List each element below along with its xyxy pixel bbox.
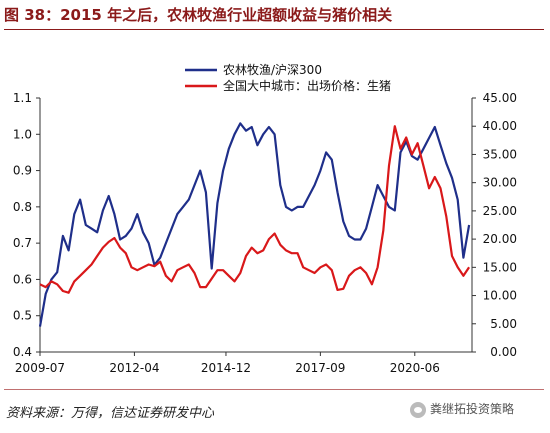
right-tick-label: 35.00 bbox=[483, 147, 517, 161]
right-tick-label: 40.00 bbox=[483, 119, 517, 133]
left-tick-label: 0.8 bbox=[13, 200, 32, 214]
chart: 0.4 0.5 0.6 0.7 0.8 0.9 1.0 1.1 0.00 5.00 10.00 15.… bbox=[13, 63, 517, 375]
right-tick-label: 45.00 bbox=[483, 91, 517, 105]
title-divider bbox=[4, 29, 544, 30]
figure-title: 图 38：2015 年之后，农林牧渔行业超额收益与猪价相关 bbox=[4, 6, 393, 24]
right-tick-label: 30.00 bbox=[483, 176, 517, 190]
left-tick-label: 0.7 bbox=[13, 236, 32, 250]
right-tick-label: 20.00 bbox=[483, 232, 517, 246]
left-tick-label: 0.6 bbox=[13, 272, 32, 286]
wechat-icon bbox=[410, 401, 426, 418]
x-tick-label: 2009-07 bbox=[15, 361, 65, 375]
series-line-hog-price bbox=[39, 125, 471, 294]
right-tick-label: 5.00 bbox=[490, 317, 517, 331]
right-tick-label: 25.00 bbox=[483, 204, 517, 218]
source-divider bbox=[4, 389, 544, 390]
x-tick-label: 2020-06 bbox=[390, 361, 440, 375]
watermark: 粪继拓投资策略 bbox=[410, 400, 514, 418]
left-tick-label: 1.0 bbox=[13, 127, 32, 141]
right-tick-label: 0.00 bbox=[490, 345, 517, 359]
left-tick-label: 0.4 bbox=[13, 345, 32, 359]
right-tick-label: 15.00 bbox=[483, 260, 517, 274]
legend-label: 农林牧渔/沪深300 bbox=[223, 63, 322, 77]
x-tick-label: 2012-04 bbox=[109, 361, 159, 375]
x-tick-label: 2014-12 bbox=[201, 361, 251, 375]
right-tick-label: 10.00 bbox=[483, 289, 517, 303]
left-tick-label: 0.5 bbox=[13, 309, 32, 323]
watermark-text: 粪继拓投资策略 bbox=[430, 402, 515, 416]
series-line-agri-ratio bbox=[38, 122, 471, 327]
left-tick-label: 0.9 bbox=[13, 164, 32, 178]
source-note: 资料来源：万得，信达证券研发中心 bbox=[6, 406, 215, 421]
legend-label: 全国大中城市：出场价格：生猪 bbox=[223, 78, 391, 93]
x-tick-label: 2017-09 bbox=[295, 361, 345, 375]
left-tick-label: 1.1 bbox=[13, 91, 32, 105]
